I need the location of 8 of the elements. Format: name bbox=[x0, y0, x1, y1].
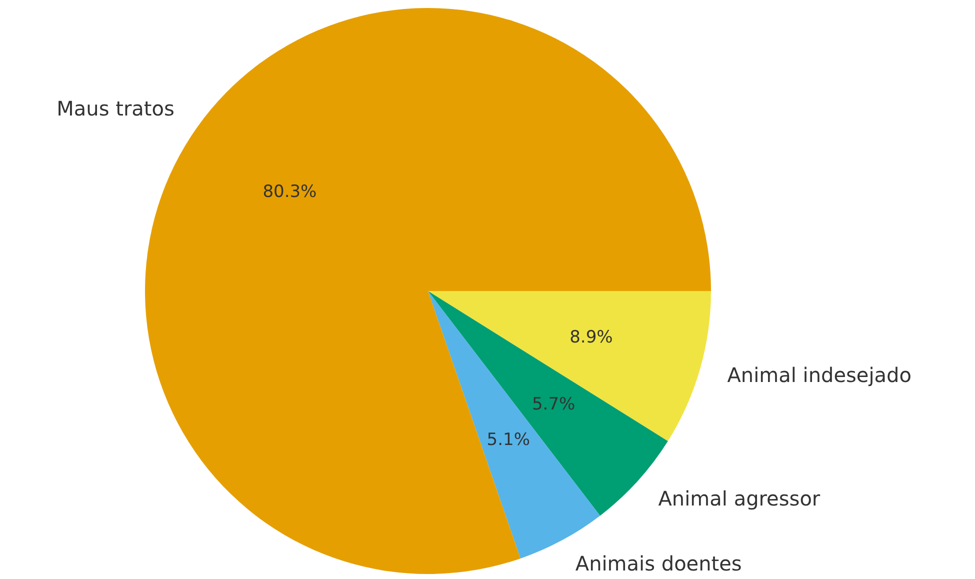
data-label: 5.7% bbox=[532, 394, 576, 415]
data-label: 80.3% bbox=[262, 182, 317, 202]
data-label: 8.9% bbox=[570, 327, 613, 348]
slice-label: Animais doentes bbox=[575, 551, 742, 576]
slice-label: Animal indesejado bbox=[727, 363, 912, 388]
slice-label: Maus tratos bbox=[56, 96, 174, 121]
data-label: 5.1% bbox=[486, 430, 530, 450]
slice-label: Animal agressor bbox=[658, 486, 821, 511]
